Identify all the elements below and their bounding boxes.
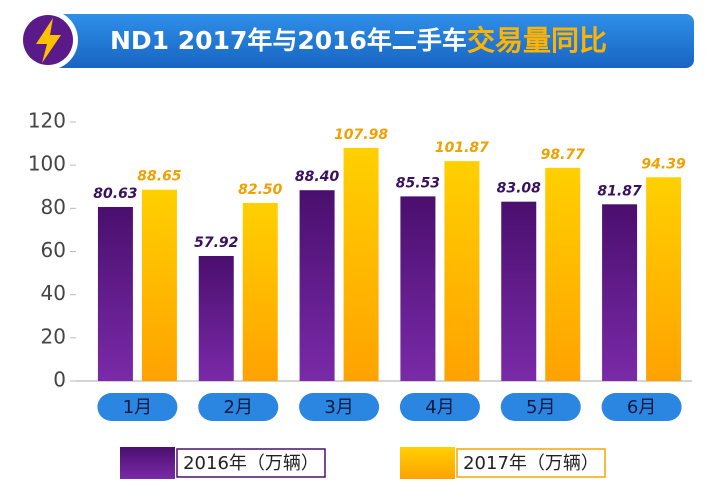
x-tick-label: 2月 bbox=[224, 397, 253, 418]
y-tick-label: 20 bbox=[41, 324, 66, 348]
category-pill bbox=[97, 393, 178, 421]
x-tick-label: 4月 bbox=[425, 397, 454, 418]
bar bbox=[141, 189, 177, 381]
icon-bolt bbox=[36, 18, 61, 63]
value-label: 107.98 bbox=[334, 127, 388, 143]
x-tick-label: 1月 bbox=[123, 397, 152, 418]
y-tick-label: 0 bbox=[53, 368, 66, 392]
y-tick-label: 80 bbox=[41, 195, 66, 219]
chart-title: ND1 2017年与2016年二手车交易量同比 bbox=[110, 24, 607, 57]
bar bbox=[444, 161, 480, 381]
bar bbox=[198, 255, 234, 381]
x-tick-label: 5月 bbox=[526, 397, 555, 418]
x-tick-label: 6月 bbox=[627, 397, 656, 418]
bar bbox=[646, 177, 682, 381]
bar bbox=[97, 206, 133, 381]
bar bbox=[299, 190, 335, 381]
legend-swatch bbox=[400, 447, 455, 479]
category-pill bbox=[198, 393, 279, 421]
value-label: 98.77 bbox=[541, 147, 586, 163]
legend-label: 2016年（万辆） bbox=[183, 453, 319, 474]
value-label: 80.63 bbox=[93, 186, 137, 202]
y-tick-label: 60 bbox=[41, 238, 66, 262]
value-label: 88.65 bbox=[137, 169, 182, 185]
value-label: 85.53 bbox=[396, 175, 440, 191]
legend-box bbox=[176, 448, 326, 478]
title-highlight: 交易量同比 bbox=[467, 24, 607, 57]
y-tick-label: 100 bbox=[28, 152, 66, 176]
bar bbox=[545, 167, 581, 381]
value-label: 88.40 bbox=[295, 169, 340, 185]
bar bbox=[242, 202, 278, 381]
category-pill bbox=[500, 393, 581, 421]
y-tick-label: 120 bbox=[28, 109, 66, 133]
value-label: 81.87 bbox=[597, 183, 642, 199]
category-pill bbox=[299, 393, 380, 421]
legend-label: 2017年（万辆） bbox=[463, 453, 599, 474]
bar bbox=[343, 147, 379, 381]
value-label: 83.08 bbox=[497, 181, 542, 197]
category-pill bbox=[399, 393, 480, 421]
legend-box bbox=[456, 448, 606, 478]
value-label: 82.50 bbox=[238, 182, 283, 198]
value-label: 57.92 bbox=[194, 235, 238, 251]
bar bbox=[400, 196, 436, 381]
bar bbox=[501, 201, 537, 381]
x-tick-label: 3月 bbox=[324, 397, 353, 418]
y-tick-label: 40 bbox=[41, 281, 66, 305]
title-main: ND1 2017年与2016年二手车 bbox=[110, 26, 467, 55]
value-label: 94.39 bbox=[641, 156, 686, 172]
title-banner bbox=[34, 14, 694, 68]
category-pill bbox=[601, 393, 682, 421]
bar bbox=[602, 204, 638, 381]
legend-swatch bbox=[120, 447, 175, 479]
value-label: 101.87 bbox=[435, 140, 489, 156]
